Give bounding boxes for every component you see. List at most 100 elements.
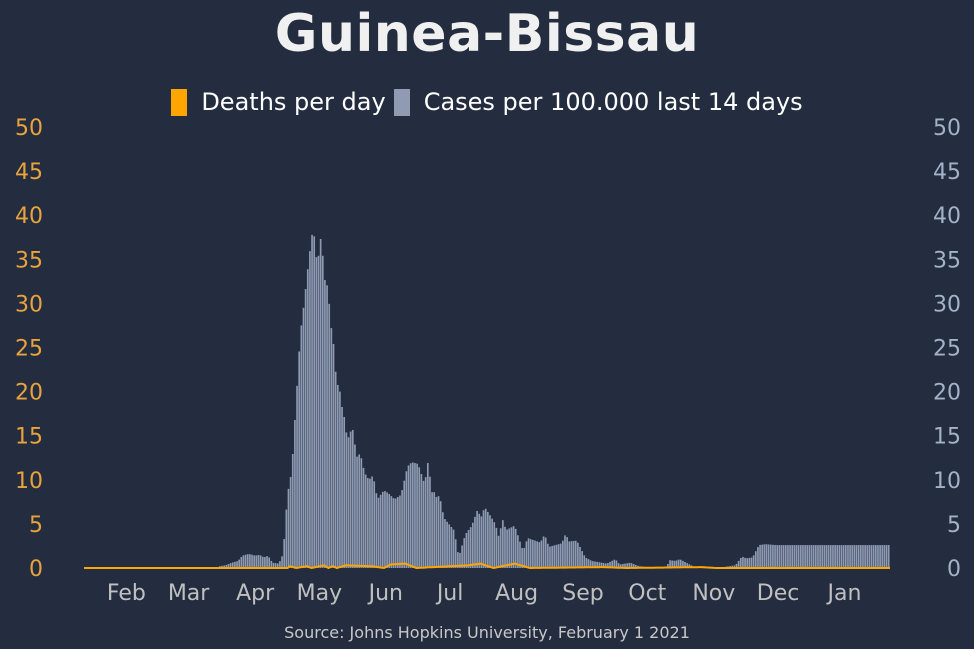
cases-bar — [467, 530, 470, 568]
cases-bar — [577, 542, 579, 568]
x-tick-label: Feb — [107, 581, 146, 606]
legend: Deaths per day Cases per 100.000 last 14… — [0, 88, 974, 116]
cases-bar — [840, 545, 843, 568]
cases-bar — [240, 556, 243, 568]
cases-bar — [309, 251, 311, 568]
cases-bar — [617, 563, 620, 568]
cases-bar — [369, 478, 371, 568]
cases-bar — [849, 545, 851, 568]
cases-bar — [744, 557, 746, 568]
cases-bar — [523, 547, 526, 568]
cases-bar — [381, 491, 384, 568]
cases-bar — [461, 545, 463, 568]
cases-bar — [264, 556, 266, 568]
cases-bar — [776, 545, 779, 568]
cases-bar — [579, 546, 581, 568]
cases-bar — [838, 545, 841, 568]
cases-bar — [392, 498, 395, 568]
cases-bar — [810, 545, 813, 568]
cases-bar — [339, 391, 341, 568]
cases-bar — [795, 545, 798, 568]
cases-bar — [540, 540, 543, 568]
cases-bar — [495, 527, 498, 568]
cases-bar — [345, 432, 348, 568]
cases-bar — [244, 554, 247, 568]
legend-item-deaths: Deaths per day — [171, 88, 386, 116]
left-y-tick-label: 30 — [15, 292, 43, 317]
cases-bar — [358, 454, 361, 568]
cases-bar — [315, 257, 318, 568]
cases-bar — [789, 545, 791, 568]
right-y-tick-label: 15 — [933, 425, 961, 450]
cases-bar — [270, 560, 273, 568]
cases-bar — [287, 488, 290, 568]
cases-bar — [817, 545, 819, 568]
left-y-tick-label: 0 — [29, 557, 43, 582]
cases-bar — [238, 559, 241, 568]
cases-bar — [611, 560, 613, 568]
right-y-tick-label: 10 — [933, 469, 961, 494]
legend-item-cases: Cases per 100.000 last 14 days — [393, 88, 803, 116]
cases-bar — [847, 545, 849, 568]
cases-bar — [585, 558, 588, 568]
cases-bar — [684, 562, 686, 568]
right-y-tick-label: 35 — [933, 248, 961, 273]
cases-bar — [435, 497, 438, 568]
cases-bar — [414, 463, 416, 568]
cases-bar — [441, 512, 444, 568]
cases-bar — [589, 560, 592, 568]
cases-bar — [251, 554, 253, 568]
cases-bar — [319, 239, 322, 568]
cases-bar — [767, 544, 770, 568]
cases-bar — [881, 545, 884, 568]
right-y-tick-label: 5 — [947, 513, 961, 538]
cases-bar — [851, 545, 854, 568]
cases-bar — [510, 527, 513, 568]
cases-bar — [628, 562, 631, 568]
cases-bar — [506, 529, 508, 568]
cases-bar — [519, 541, 521, 568]
cases-bar — [598, 562, 601, 568]
cases-bar — [804, 545, 806, 568]
cases-bar — [478, 513, 481, 568]
cases-bar — [836, 545, 839, 568]
cases-bar — [834, 545, 836, 568]
cases-bar — [324, 280, 326, 568]
left-y-tick-label: 10 — [15, 469, 43, 494]
cases-bar — [476, 510, 478, 568]
cases-bar — [782, 545, 785, 568]
cases-bar — [384, 491, 386, 568]
cases-bar — [375, 493, 378, 568]
cases-bar — [735, 563, 738, 568]
cases-bar — [862, 545, 864, 568]
cases-bar — [529, 539, 532, 568]
cases-bar — [283, 539, 286, 568]
cases-bar — [446, 521, 448, 568]
cases-bar — [390, 496, 393, 568]
cases-bar — [669, 560, 671, 568]
left-y-tick-label: 35 — [15, 248, 43, 273]
cases-bar — [559, 543, 562, 568]
cases-bar — [632, 564, 635, 568]
cases-bar — [373, 481, 376, 568]
cases-bar — [748, 557, 751, 568]
cases-bar — [227, 564, 230, 568]
deaths-line — [84, 562, 890, 570]
cases-bar — [572, 540, 575, 568]
cases-bar — [825, 545, 828, 568]
left-y-tick-label: 5 — [29, 513, 43, 538]
cases-bar — [418, 467, 421, 568]
cases-bar — [394, 498, 397, 568]
cases-bar — [234, 561, 236, 568]
cases-bar — [261, 556, 264, 568]
cases-bar — [555, 544, 558, 568]
x-tick-label: Sep — [562, 581, 603, 606]
cases-bar — [330, 328, 333, 568]
cases-bar — [484, 508, 487, 568]
cases-bar — [257, 554, 260, 568]
cases-bar — [360, 458, 363, 568]
cases-bar — [514, 528, 517, 568]
cases-bar — [857, 545, 860, 568]
cases-bar — [504, 526, 506, 568]
